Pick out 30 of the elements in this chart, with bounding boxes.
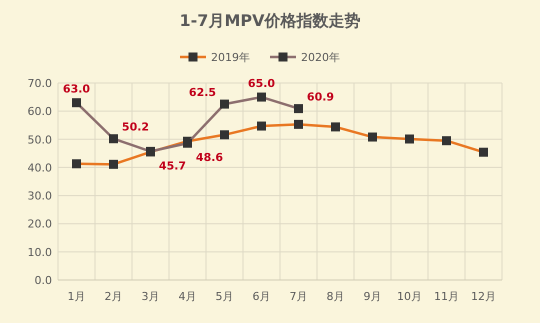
y-tick-label: 70.0 <box>28 77 52 90</box>
x-tick-label: 3月 <box>142 290 160 303</box>
chart-title: 1-7月MPV价格指数走势 <box>180 11 360 30</box>
y-tick-label: 50.0 <box>28 133 52 146</box>
x-tick-label: 8月 <box>326 290 344 303</box>
x-tick-label: 6月 <box>252 290 270 303</box>
y-tick-label: 20.0 <box>28 218 52 231</box>
data-label: 62.5 <box>188 86 216 100</box>
y-tick-label: 30.0 <box>28 190 52 203</box>
x-tick-label: 12月 <box>471 290 496 303</box>
x-tick-label: 4月 <box>178 290 196 303</box>
legend-label: 2019年 <box>211 51 250 64</box>
data-label: 60.9 <box>306 90 334 104</box>
x-tick-label: 1月 <box>68 290 86 303</box>
x-tick-label: 11月 <box>434 290 459 303</box>
y-tick-label: 10.0 <box>28 246 52 259</box>
data-label: 50.2 <box>122 120 150 134</box>
data-label: 48.6 <box>196 151 224 164</box>
data-label: 45.7 <box>158 159 186 172</box>
y-tick-label: 60.0 <box>28 105 52 118</box>
x-tick-label: 5月 <box>216 290 234 303</box>
data-label: 63.0 <box>62 82 90 96</box>
y-tick-label: 40.0 <box>28 161 52 174</box>
y-tick-label: 0.0 <box>34 274 52 287</box>
x-tick-label: 10月 <box>397 290 422 303</box>
x-tick-label: 9月 <box>364 290 382 303</box>
x-tick-label: 7月 <box>290 290 308 303</box>
x-tick-label: 2月 <box>104 290 122 303</box>
legend-label: 2020年 <box>301 51 340 64</box>
data-label: 65.0 <box>248 77 276 90</box>
